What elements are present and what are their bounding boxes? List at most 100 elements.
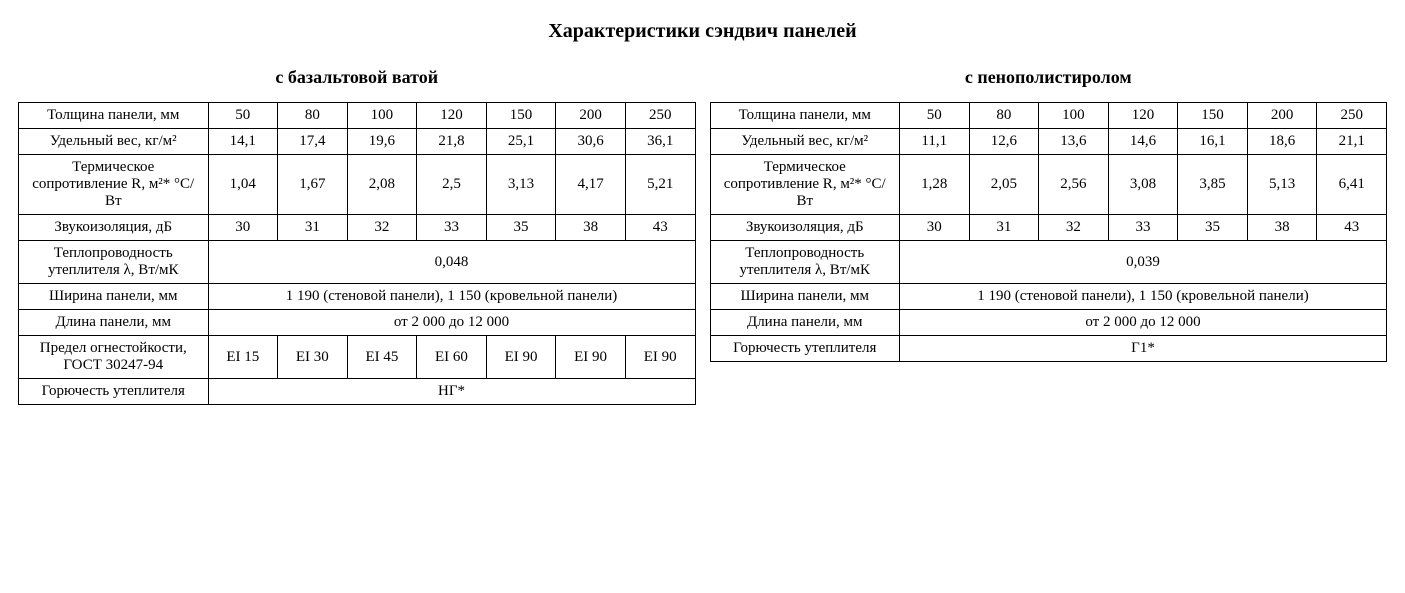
- cell: 6,41: [1317, 155, 1387, 215]
- row-label: Удельный вес, кг/м²: [19, 129, 209, 155]
- table-row: Ширина панели, мм1 190 (стеновой панели)…: [710, 284, 1387, 310]
- cell: 2,5: [417, 155, 487, 215]
- table-row: Теплопроводность утеплителя λ, Вт/мК0,04…: [19, 241, 696, 284]
- cell: 1,04: [208, 155, 278, 215]
- page-title: Характеристики сэндвич панелей: [18, 20, 1387, 43]
- basalt-spec-table: Толщина панели, мм5080100120150200250Уде…: [18, 102, 696, 405]
- table-row: Горючесть утеплителяНГ*: [19, 379, 696, 405]
- cell: 35: [486, 215, 556, 241]
- cell: 25,1: [486, 129, 556, 155]
- table-row: Звукоизоляция, дБ30313233353843: [19, 215, 696, 241]
- row-label: Термическое сопротивление R, м²* °C/Вт: [19, 155, 209, 215]
- cell: 50: [900, 103, 970, 129]
- eps-spec-table: Толщина панели, мм5080100120150200250Уде…: [710, 102, 1388, 362]
- cell: EI 15: [208, 336, 278, 379]
- cell: 200: [556, 103, 626, 129]
- cell: 5,21: [625, 155, 695, 215]
- cell: 31: [969, 215, 1039, 241]
- cell: 11,1: [900, 129, 970, 155]
- table-row: Удельный вес, кг/м²11,112,613,614,616,11…: [710, 129, 1387, 155]
- cell: 4,17: [556, 155, 626, 215]
- table-row: Теплопроводность утеплителя λ, Вт/мК0,03…: [710, 241, 1387, 284]
- table-row: Звукоизоляция, дБ30313233353843: [710, 215, 1387, 241]
- cell-span: 1 190 (стеновой панели), 1 150 (кровельн…: [208, 284, 695, 310]
- table-row: Предел огнестойкости, ГОСТ 30247-94EI 15…: [19, 336, 696, 379]
- cell-span: 0,048: [208, 241, 695, 284]
- table-row: Ширина панели, мм1 190 (стеновой панели)…: [19, 284, 696, 310]
- cell: EI 90: [486, 336, 556, 379]
- row-label: Горючесть утеплителя: [710, 336, 900, 362]
- table-basalt: с базальтовой ватой Толщина панели, мм50…: [18, 61, 696, 405]
- cell: 120: [417, 103, 487, 129]
- row-label: Теплопроводность утеплителя λ, Вт/мК: [19, 241, 209, 284]
- row-label: Толщина панели, мм: [710, 103, 900, 129]
- cell: 32: [347, 215, 417, 241]
- cell: 120: [1108, 103, 1178, 129]
- table-row: Термическое сопротивление R, м²* °C/Вт1,…: [710, 155, 1387, 215]
- cell: 21,8: [417, 129, 487, 155]
- eps-tbody: Толщина панели, мм5080100120150200250Уде…: [710, 103, 1387, 362]
- cell: 2,05: [969, 155, 1039, 215]
- cell: 19,6: [347, 129, 417, 155]
- cell: 16,1: [1178, 129, 1248, 155]
- row-label: Предел огнестойкости, ГОСТ 30247-94: [19, 336, 209, 379]
- cell: 200: [1247, 103, 1317, 129]
- cell: 100: [1039, 103, 1109, 129]
- cell: 38: [556, 215, 626, 241]
- tables-container: с базальтовой ватой Толщина панели, мм50…: [18, 61, 1387, 405]
- table-eps-heading: с пенополистиролом: [710, 67, 1388, 88]
- cell: 2,56: [1039, 155, 1109, 215]
- cell: 43: [625, 215, 695, 241]
- table-row: Толщина панели, мм5080100120150200250: [710, 103, 1387, 129]
- cell: EI 90: [625, 336, 695, 379]
- cell: 17,4: [278, 129, 348, 155]
- row-label: Ширина панели, мм: [19, 284, 209, 310]
- cell: EI 60: [417, 336, 487, 379]
- cell: 50: [208, 103, 278, 129]
- cell: 32: [1039, 215, 1109, 241]
- table-row: Длина панели, ммот 2 000 до 12 000: [710, 310, 1387, 336]
- cell-span: от 2 000 до 12 000: [900, 310, 1387, 336]
- cell: 2,08: [347, 155, 417, 215]
- basalt-tbody: Толщина панели, мм5080100120150200250Уде…: [19, 103, 696, 405]
- cell: 3,13: [486, 155, 556, 215]
- cell-span: 1 190 (стеновой панели), 1 150 (кровельн…: [900, 284, 1387, 310]
- cell: 5,13: [1247, 155, 1317, 215]
- cell: 250: [625, 103, 695, 129]
- cell: 31: [278, 215, 348, 241]
- table-row: Термическое сопротивление R, м²* °C/Вт1,…: [19, 155, 696, 215]
- cell: EI 30: [278, 336, 348, 379]
- cell: 36,1: [625, 129, 695, 155]
- cell: 38: [1247, 215, 1317, 241]
- cell: 250: [1317, 103, 1387, 129]
- cell: EI 45: [347, 336, 417, 379]
- cell: 18,6: [1247, 129, 1317, 155]
- cell: 30: [900, 215, 970, 241]
- cell: 30: [208, 215, 278, 241]
- cell: 43: [1317, 215, 1387, 241]
- row-label: Горючесть утеплителя: [19, 379, 209, 405]
- row-label: Звукоизоляция, дБ: [710, 215, 900, 241]
- table-basalt-heading: с базальтовой ватой: [18, 67, 696, 88]
- row-label: Толщина панели, мм: [19, 103, 209, 129]
- cell: 30,6: [556, 129, 626, 155]
- table-row: Удельный вес, кг/м²14,117,419,621,825,13…: [19, 129, 696, 155]
- cell: 21,1: [1317, 129, 1387, 155]
- row-label: Термическое сопротивление R, м²* °C/Вт: [710, 155, 900, 215]
- cell-span: от 2 000 до 12 000: [208, 310, 695, 336]
- table-row: Горючесть утеплителяГ1*: [710, 336, 1387, 362]
- row-label: Ширина панели, мм: [710, 284, 900, 310]
- cell: 3,08: [1108, 155, 1178, 215]
- cell: 14,6: [1108, 129, 1178, 155]
- row-label: Звукоизоляция, дБ: [19, 215, 209, 241]
- cell: 1,67: [278, 155, 348, 215]
- row-label: Длина панели, мм: [19, 310, 209, 336]
- table-eps: с пенополистиролом Толщина панели, мм508…: [710, 61, 1388, 362]
- table-row: Толщина панели, мм5080100120150200250: [19, 103, 696, 129]
- cell: 80: [969, 103, 1039, 129]
- cell: 12,6: [969, 129, 1039, 155]
- cell: 150: [1178, 103, 1248, 129]
- table-row: Длина панели, ммот 2 000 до 12 000: [19, 310, 696, 336]
- cell: 3,85: [1178, 155, 1248, 215]
- cell: 14,1: [208, 129, 278, 155]
